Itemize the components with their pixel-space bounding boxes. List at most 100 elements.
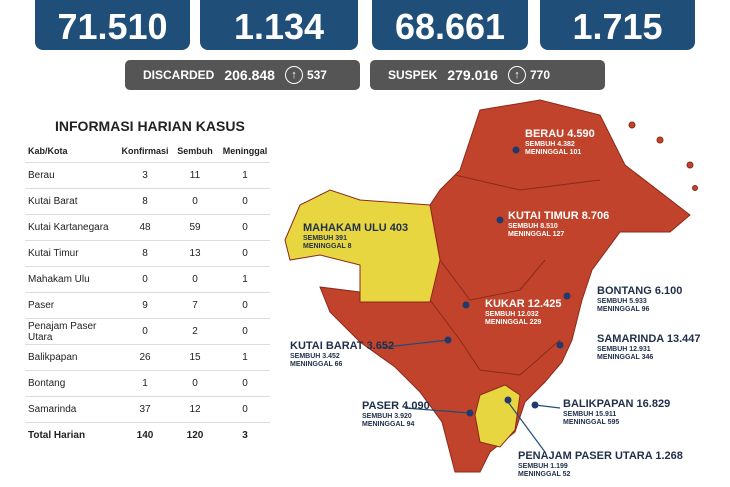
table-row: Paser 9 7 0 bbox=[25, 293, 270, 319]
stat-box: 68.661 bbox=[372, 0, 528, 50]
island bbox=[656, 136, 664, 144]
table: Kab/Kota Konfirmasi Sembuh Meninggal Berau 3 1… bbox=[25, 140, 270, 448]
table-row: Kutai Kartanegara 48 59 0 bbox=[25, 215, 270, 241]
region-meninggal: MENINGGAL 52 bbox=[518, 470, 571, 478]
region-sembuh: SEMBUH 5.933 bbox=[597, 297, 647, 305]
region-name: SAMARINDA bbox=[597, 333, 664, 345]
region-name: PASER bbox=[362, 400, 400, 412]
cell: 1 bbox=[242, 170, 248, 181]
region-title: BONTANG 6.100 bbox=[597, 285, 682, 298]
region-name: BERAU bbox=[525, 128, 565, 140]
region-total: 4.590 bbox=[567, 128, 595, 140]
cell: Total Harian bbox=[28, 430, 86, 441]
region-sembuh: SEMBUH 3.920 bbox=[362, 412, 412, 420]
table-row: Kutai Barat 8 0 0 bbox=[25, 189, 270, 215]
cell: 0 bbox=[242, 326, 248, 337]
region-total: 12.425 bbox=[527, 298, 562, 310]
dot bbox=[504, 396, 512, 404]
region-title: BALIKPAPAN 16.829 bbox=[563, 398, 670, 411]
cell: 140 bbox=[136, 430, 154, 441]
region-meninggal: MENINGGAL 127 bbox=[508, 230, 565, 238]
cell: Samarinda bbox=[28, 404, 77, 415]
region-name: KUKAR bbox=[485, 298, 525, 310]
region-meninggal: MENINGGAL 8 bbox=[303, 242, 352, 250]
region-title: PENAJAM PASER UTARA 1.268 bbox=[518, 450, 683, 463]
cell: Kab/Kota bbox=[28, 146, 68, 156]
cell: Paser bbox=[28, 300, 55, 311]
table-row: Samarinda 37 12 0 bbox=[25, 397, 270, 423]
dot bbox=[512, 146, 520, 154]
cell: 0 bbox=[242, 222, 248, 233]
suspek: SUSPEK 279.016 ↑ 770 bbox=[370, 60, 605, 90]
cell: 3 bbox=[142, 170, 148, 181]
cell: 0 bbox=[192, 378, 198, 389]
dot bbox=[556, 341, 564, 349]
dot bbox=[531, 401, 539, 409]
region-label: BERAU 4.590 SEMBUH 4.382 MENINGGAL 101 bbox=[525, 128, 595, 157]
cell: 26 bbox=[139, 352, 151, 363]
region-meninggal: MENINGGAL 94 bbox=[362, 420, 415, 428]
cell: 3 bbox=[242, 430, 248, 441]
arrow-icon: ↑ bbox=[507, 66, 526, 84]
region-title: SAMARINDA 13.447 bbox=[597, 333, 701, 346]
cell: 2 bbox=[192, 326, 198, 337]
region-sembuh: SEMBUH 4.382 bbox=[525, 140, 575, 148]
stat-box: 1.715 bbox=[540, 0, 695, 50]
leader bbox=[507, 401, 546, 453]
region-label: BALIKPAPAN 16.829 SEMBUH 15.911 MENINGGAL … bbox=[563, 398, 670, 427]
table-row: Berau 3 11 1 bbox=[25, 163, 270, 189]
cell: Bontang bbox=[28, 378, 66, 389]
cell: Balikpapan bbox=[28, 352, 78, 363]
region-sembuh: SEMBUH 391 bbox=[303, 234, 347, 242]
cell: 7 bbox=[192, 300, 198, 311]
table-row: Kutai Timur 8 13 0 bbox=[25, 241, 270, 267]
cell: 0 bbox=[142, 274, 148, 285]
region-name: BALIKPAPAN bbox=[563, 398, 634, 410]
cell: 8 bbox=[142, 196, 148, 207]
region-meninggal: MENINGGAL 229 bbox=[485, 318, 542, 326]
leader bbox=[404, 407, 471, 414]
region-name: MAHAKAM ULU bbox=[303, 222, 387, 234]
stat: 1.134 bbox=[233, 6, 325, 47]
label: SUSPEK bbox=[388, 68, 438, 82]
table-row: Penajam Paser Utara 0 2 0 bbox=[25, 319, 270, 345]
region-sembuh: SEMBUH 12.931 bbox=[597, 345, 651, 353]
region-title: KUTAI TIMUR 8.706 bbox=[508, 210, 609, 223]
cell: 0 bbox=[242, 300, 248, 311]
cell: 0 bbox=[192, 196, 198, 207]
table-row: Mahakam Ulu 0 0 1 bbox=[25, 267, 270, 293]
stat: 1.715 bbox=[572, 6, 663, 47]
region-sembuh: SEMBUH 1.199 bbox=[518, 462, 568, 470]
increase: 537 bbox=[306, 68, 327, 82]
cell: Kutai Kartanegara bbox=[28, 222, 109, 233]
region-title: KUKAR 12.425 bbox=[485, 298, 561, 311]
region-label: PENAJAM PASER UTARA 1.268 SEMBUH 1.199 MEN… bbox=[518, 450, 683, 479]
cell: 15 bbox=[189, 352, 201, 363]
region-label: KUTAI BARAT 3.652 SEMBUH 3.452 MENINGGAL 6… bbox=[290, 340, 394, 369]
region-title: BERAU 4.590 bbox=[525, 128, 595, 141]
cell: Mahakam Ulu bbox=[28, 274, 90, 285]
stat-box: 71.510 bbox=[35, 0, 190, 50]
cell: 0 bbox=[142, 326, 148, 337]
cell: 0 bbox=[242, 378, 248, 389]
region-meninggal: MENINGGAL 101 bbox=[525, 148, 582, 156]
leader bbox=[377, 339, 449, 349]
stat: 71.510 bbox=[57, 6, 168, 47]
cell: 13 bbox=[189, 248, 201, 259]
table-row: Kab/Kota Konfirmasi Sembuh Meninggal bbox=[25, 140, 270, 163]
border bbox=[454, 174, 601, 191]
region-label: KUTAI TIMUR 8.706 SEMBUH 8.510 MENINGGAL 1… bbox=[508, 210, 609, 239]
cell: Konfirmasi bbox=[121, 146, 169, 156]
value: 206.848 bbox=[224, 67, 275, 83]
cell: 0 bbox=[242, 196, 248, 207]
region-label: PASER 4.090 SEMBUH 3.920 MENINGGAL 94 bbox=[362, 400, 430, 429]
cell: 1 bbox=[242, 352, 248, 363]
cell: Kutai Timur bbox=[28, 248, 79, 259]
region-sembuh: SEMBUH 8.510 bbox=[508, 222, 558, 230]
region-total: 16.829 bbox=[636, 398, 671, 410]
dot bbox=[444, 336, 452, 344]
penajam-shape bbox=[474, 384, 521, 448]
region-sembuh: SEMBUH 12.032 bbox=[485, 310, 539, 318]
cell: Meninggal bbox=[222, 146, 268, 156]
